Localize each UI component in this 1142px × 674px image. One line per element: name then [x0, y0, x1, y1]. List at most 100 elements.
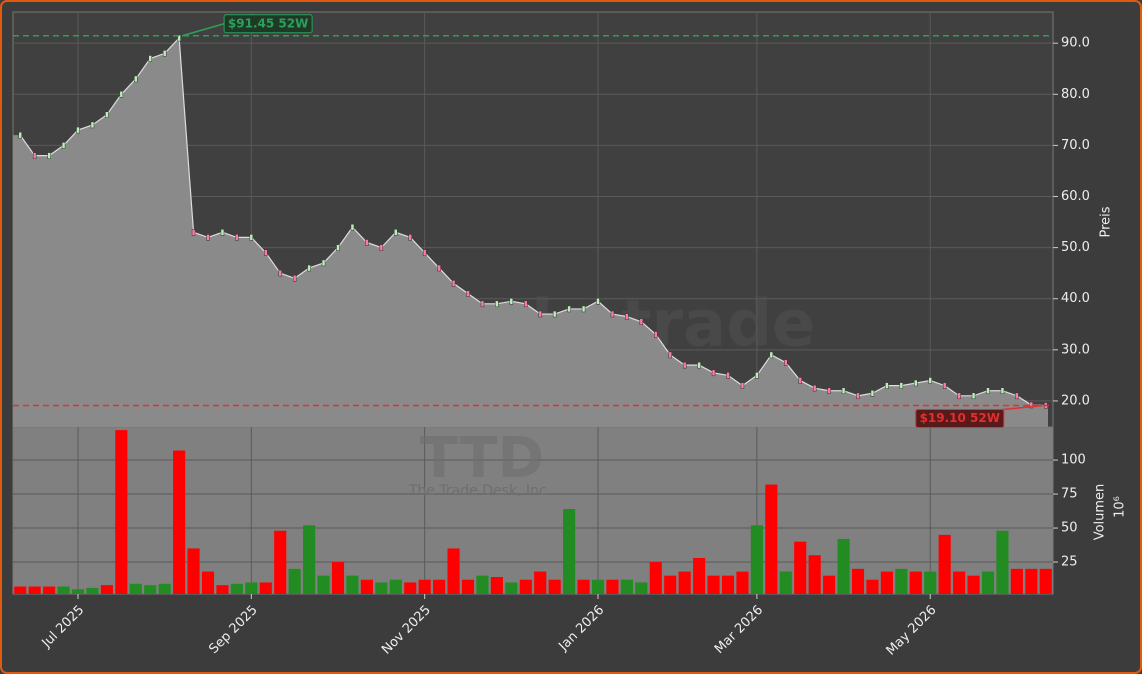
volume-bar: [476, 575, 489, 594]
volume-bar: [317, 575, 330, 594]
volume-bar: [490, 577, 503, 594]
volume-bar: [144, 585, 157, 594]
candle: [379, 244, 384, 251]
candle: [278, 269, 282, 277]
candle: [350, 223, 355, 231]
candle: [480, 300, 485, 308]
volume-bar: [794, 541, 807, 594]
volume-bar: [519, 579, 532, 594]
volume-bar: [57, 586, 70, 594]
volume-bar: [245, 582, 258, 594]
volume-bar: [823, 575, 836, 594]
candle: [32, 152, 37, 159]
candle: [986, 387, 990, 394]
volume-bar: [895, 568, 908, 594]
volume-bar: [303, 525, 316, 594]
candle: [1000, 387, 1005, 394]
candle: [581, 305, 586, 313]
volume-bar: [693, 557, 706, 594]
candle: [264, 249, 268, 256]
candle: [249, 234, 254, 241]
volume-bar: [274, 530, 287, 594]
candle: [971, 392, 976, 400]
candle: [466, 290, 470, 297]
candle: [682, 361, 687, 369]
candle: [495, 300, 499, 308]
candle: [784, 359, 788, 366]
candle: [755, 372, 759, 379]
y-tick-label: 80.0: [1061, 87, 1090, 102]
candle: [394, 229, 398, 236]
candle: [711, 369, 716, 377]
volume-bar: [967, 575, 980, 594]
volume-bar: [505, 582, 518, 594]
volume-bar: [288, 568, 301, 594]
volume-bar: [981, 571, 995, 594]
annotation-arrow: [181, 23, 225, 37]
candle: [1029, 401, 1034, 409]
volume-bar: [447, 548, 460, 594]
candle: [726, 372, 730, 379]
candle: [856, 392, 860, 400]
candle: [220, 229, 225, 236]
annotation-box: [915, 409, 1005, 429]
volume-bar: [158, 583, 171, 594]
volume-bar: [1025, 568, 1038, 594]
candle: [596, 298, 600, 305]
volume-bar: [721, 575, 735, 594]
candle: [336, 244, 340, 251]
candle: [827, 387, 831, 394]
volume-bar: [620, 579, 633, 594]
annotation-box: [223, 14, 313, 34]
volume-bar: [808, 555, 821, 594]
volume-bar: [765, 484, 778, 594]
volume-bar: [360, 579, 373, 594]
candle: [697, 361, 701, 369]
volume-bar: [736, 571, 749, 594]
candle: [798, 377, 802, 384]
candle: [914, 379, 918, 387]
volume-bar: [259, 582, 272, 594]
volume-bar: [996, 530, 1009, 594]
volume-bar: [461, 579, 475, 594]
annotation-label: $19.10 52W: [920, 411, 1000, 425]
candle: [206, 234, 210, 241]
volume-bar: [14, 586, 27, 594]
candle: [885, 382, 889, 389]
candle: [812, 384, 817, 392]
volume-bar: [851, 568, 865, 594]
candle: [119, 91, 124, 98]
y-tick-label: 30.0: [1061, 342, 1090, 357]
candle: [47, 152, 51, 159]
volume-bar: [909, 571, 922, 594]
volume-bar: [129, 583, 142, 594]
candle: [740, 382, 745, 389]
candle: [625, 313, 629, 320]
volume-bar: [100, 585, 113, 594]
candle: [841, 387, 846, 394]
candle: [928, 377, 932, 384]
volume-bar: [606, 579, 619, 594]
y-tick-label: 50.0: [1061, 240, 1090, 255]
candle: [408, 234, 412, 241]
volume-bar: [678, 571, 691, 594]
volume-bar: [938, 534, 951, 594]
candle: [870, 390, 875, 397]
candle: [538, 310, 542, 318]
candle: [18, 131, 22, 139]
annotation-label: $91.45 52W: [228, 16, 308, 30]
candle: [451, 280, 456, 287]
watermark-subtitle: The Trade Desk, Inc.: [408, 483, 551, 499]
volume-bar: [548, 579, 561, 594]
candle: [105, 111, 109, 118]
candle: [321, 259, 326, 267]
y-axis-unit: 10⁶: [1113, 496, 1128, 518]
y-tick-label: 75: [1061, 487, 1078, 502]
candle: [437, 264, 441, 272]
candle: [654, 331, 658, 338]
candle: [177, 34, 181, 42]
y-tick-label: 70.0: [1061, 138, 1090, 153]
candle: [552, 310, 557, 318]
candle: [422, 249, 427, 256]
